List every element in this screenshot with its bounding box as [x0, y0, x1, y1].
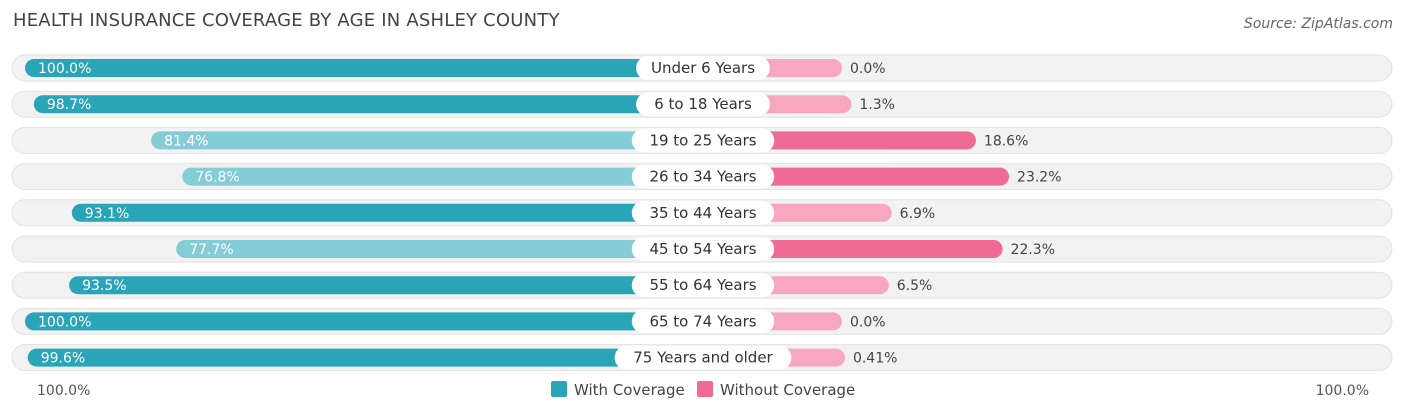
with-coverage-label: 77.7%: [189, 242, 233, 258]
category-pill: [636, 92, 770, 117]
with-coverage-bar: [69, 276, 703, 295]
chart-title: HEALTH INSURANCE COVERAGE BY AGE IN ASHL…: [13, 10, 560, 31]
without-coverage-label: 0.0%: [850, 61, 886, 77]
with-coverage-label: 99.6%: [41, 351, 85, 367]
without-coverage-label: 0.41%: [853, 351, 897, 367]
chart-row: 99.6% 0.41% 75 Years and older: [11, 344, 1393, 372]
chart-row: 98.7% 1.3% 6 to 18 Years: [11, 90, 1393, 118]
chart-row: 81.4% 18.6% 19 to 25 Years: [11, 126, 1393, 154]
with-coverage-label: 100.0%: [38, 314, 91, 330]
legend-with-label: With Coverage: [574, 381, 685, 399]
chart-row: 93.5% 6.5% 55 to 64 Years: [11, 271, 1393, 299]
with-coverage-bar: [182, 167, 703, 186]
without-coverage-bar: [700, 167, 1010, 186]
category-pill: [631, 164, 775, 189]
chart-row: 77.7% 22.3% 45 to 54 Years: [11, 235, 1393, 263]
chart-row: 93.1% 6.9% 35 to 44 Years: [11, 199, 1393, 227]
with-coverage-bar: [27, 348, 704, 367]
category-pill: [631, 273, 775, 298]
without-coverage-label: 23.2%: [1017, 170, 1061, 186]
category-label: 26 to 34 Years: [649, 168, 756, 186]
category-label: 55 to 64 Years: [649, 276, 756, 294]
category-label: 19 to 25 Years: [649, 131, 756, 149]
category-pill: [631, 237, 775, 261]
with-coverage-label: 93.5%: [82, 278, 126, 294]
category-label: 6 to 18 Years: [654, 95, 752, 113]
category-pill: [631, 200, 775, 225]
category-pill: [614, 345, 792, 370]
chart-row: 76.8% 23.2% 26 to 34 Years: [11, 163, 1393, 191]
with-coverage-bar: [176, 240, 704, 258]
chart-row: 100.0% 0.0% 65 to 74 Years: [11, 307, 1393, 335]
axis-left-label: 100.0%: [37, 383, 90, 399]
category-pill: [631, 309, 775, 334]
with-coverage-label: 76.8%: [195, 170, 239, 186]
with-coverage-bar: [151, 131, 703, 150]
with-coverage-label: 81.4%: [164, 133, 208, 149]
with-coverage-bar: [71, 203, 704, 222]
with-coverage-bar: [25, 59, 703, 77]
legend: With Coverage Without Coverage: [551, 381, 855, 399]
category-label: 35 to 44 Years: [649, 204, 756, 222]
without-coverage-label: 0.0%: [850, 314, 886, 330]
category-pill: [631, 128, 775, 153]
legend-without-swatch: [697, 381, 713, 397]
legend-with-swatch: [551, 381, 567, 397]
with-coverage-bar: [25, 312, 703, 331]
with-coverage-label: 98.7%: [47, 97, 91, 113]
with-coverage-label: 100.0%: [38, 61, 91, 77]
without-coverage-label: 18.6%: [984, 133, 1028, 149]
category-label: 45 to 54 Years: [649, 240, 756, 258]
with-coverage-bar: [33, 95, 703, 114]
category-label: 75 Years and older: [633, 349, 773, 367]
without-coverage-label: 6.5%: [897, 278, 933, 294]
category-label: 65 to 74 Years: [649, 312, 756, 330]
chart-source: Source: ZipAtlas.com: [1243, 16, 1393, 32]
category-pill: [636, 56, 770, 80]
with-coverage-label: 93.1%: [85, 206, 129, 222]
without-coverage-label: 22.3%: [1011, 242, 1055, 258]
without-coverage-label: 6.9%: [900, 206, 936, 222]
chart-row: 100.0% 0.0% Under 6 Years: [11, 54, 1393, 82]
axis-right-label: 100.0%: [1316, 383, 1369, 399]
category-label: Under 6 Years: [651, 59, 755, 77]
legend-without-label: Without Coverage: [720, 381, 855, 399]
without-coverage-label: 1.3%: [859, 97, 895, 113]
without-coverage-bar: [700, 240, 1003, 258]
